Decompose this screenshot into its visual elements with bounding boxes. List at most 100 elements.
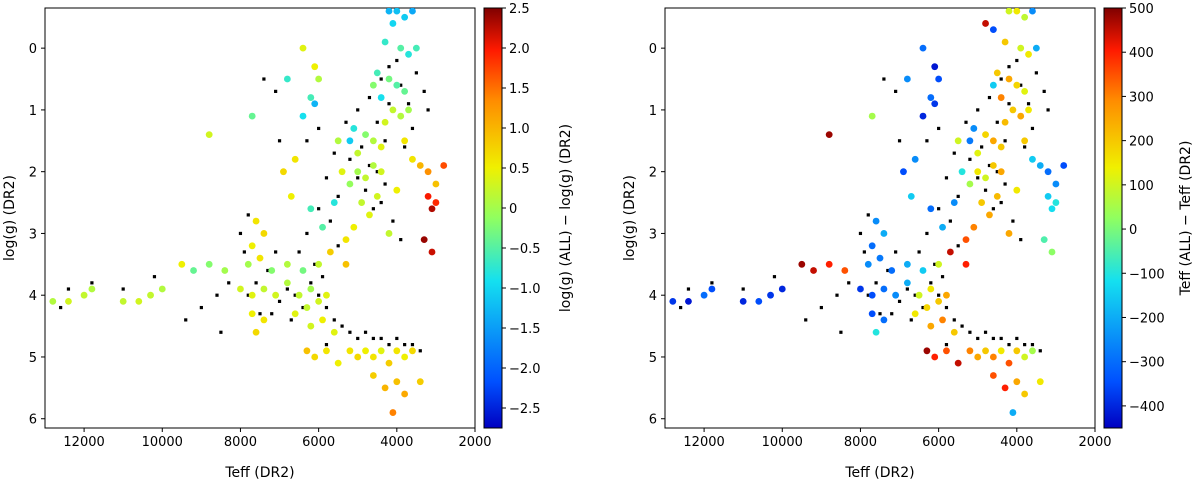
reference-point xyxy=(215,293,219,297)
data-point xyxy=(970,125,978,132)
x-tick-label: 4000 xyxy=(1000,435,1033,450)
y-tick-label: 6 xyxy=(649,413,657,428)
data-point xyxy=(401,13,409,21)
reference-point xyxy=(886,268,890,273)
data-point xyxy=(939,316,946,324)
data-point xyxy=(409,155,416,163)
data-point xyxy=(798,260,806,268)
reference-point xyxy=(686,287,691,291)
reference-point xyxy=(987,95,992,100)
data-point xyxy=(362,347,369,355)
data-point xyxy=(946,248,954,256)
reference-point xyxy=(227,281,231,285)
left-colorbar xyxy=(483,7,503,429)
reference-point xyxy=(933,262,937,266)
y-tick-label: 6 xyxy=(29,413,37,428)
data-point xyxy=(366,211,373,219)
data-point xyxy=(248,112,256,120)
reference-point xyxy=(277,299,282,303)
reference-point xyxy=(317,207,321,211)
reference-point xyxy=(274,250,278,254)
data-point xyxy=(362,131,369,139)
reference-point xyxy=(348,157,352,161)
colorbar-tick-label: 0 xyxy=(1129,223,1137,238)
colorbar-tick-label: 500 xyxy=(1129,2,1154,17)
data-point xyxy=(997,143,1005,151)
data-point xyxy=(935,75,943,83)
data-point xyxy=(397,112,405,120)
data-point xyxy=(299,267,307,274)
reference-point xyxy=(866,293,870,297)
reference-point xyxy=(399,83,403,87)
reference-point xyxy=(348,330,352,334)
reference-point xyxy=(968,330,972,334)
reference-point xyxy=(999,336,1003,341)
reference-point xyxy=(340,324,344,328)
data-point xyxy=(880,316,888,324)
data-point xyxy=(903,279,911,287)
data-point xyxy=(299,112,307,120)
right-colorbar-label: Teff (ALL) − Teff (DR2) xyxy=(1178,141,1194,297)
data-point xyxy=(326,248,334,256)
right-plot-area xyxy=(664,7,1096,429)
data-point xyxy=(700,291,708,299)
reference-point xyxy=(199,305,203,310)
data-point xyxy=(970,223,978,231)
data-point xyxy=(283,75,291,83)
data-point xyxy=(420,236,428,244)
data-point xyxy=(1021,390,1029,398)
x-tick-label: 4000 xyxy=(380,435,413,450)
data-point xyxy=(841,267,849,274)
reference-point xyxy=(976,108,980,112)
colorbar-tick-label: 2.0 xyxy=(509,42,530,57)
data-point xyxy=(1021,353,1029,361)
data-point xyxy=(825,131,833,139)
data-point xyxy=(915,291,923,299)
reference-point xyxy=(956,194,960,198)
data-point xyxy=(993,69,1001,77)
reference-point xyxy=(383,182,387,186)
data-point xyxy=(989,26,997,34)
data-point xyxy=(307,205,315,213)
data-point xyxy=(237,285,244,293)
reference-point xyxy=(1030,126,1035,131)
reference-point xyxy=(894,89,898,93)
data-point xyxy=(440,162,448,169)
data-point xyxy=(900,168,907,176)
data-point xyxy=(80,291,88,299)
data-point xyxy=(307,285,315,293)
left-chart: 12000 10000 8000 6000 4000 2000 0 1 2 3 4 5 6 Teff … xyxy=(2,2,574,481)
data-point xyxy=(346,180,354,188)
data-point xyxy=(428,205,436,213)
data-point xyxy=(401,390,409,398)
colorbar-tick-label: 300 xyxy=(1129,90,1154,105)
reference-point xyxy=(944,305,949,310)
data-point xyxy=(966,180,974,188)
reference-point xyxy=(874,281,878,285)
data-point xyxy=(943,291,950,299)
data-point xyxy=(389,409,397,416)
data-point xyxy=(342,260,350,268)
reference-point xyxy=(1023,145,1027,149)
x-tick-label: 6000 xyxy=(302,435,335,450)
x-tick-label: 12000 xyxy=(63,435,104,450)
reference-point xyxy=(395,58,399,63)
data-point xyxy=(311,63,319,71)
reference-point xyxy=(301,305,305,310)
data-point xyxy=(1029,8,1036,15)
reference-point xyxy=(410,126,415,131)
reference-point xyxy=(917,250,921,254)
reference-point xyxy=(309,281,313,285)
data-point xyxy=(248,310,256,318)
reference-point xyxy=(1042,89,1046,93)
y-tick-label: 3 xyxy=(29,227,37,242)
data-point xyxy=(393,378,401,386)
reference-point xyxy=(406,102,411,106)
data-point xyxy=(389,20,397,27)
data-point xyxy=(256,254,264,262)
reference-point xyxy=(952,151,956,155)
data-point xyxy=(248,291,256,299)
left-y-axis-label: log(g) (DR2) xyxy=(2,175,18,261)
x-tick-label: 8000 xyxy=(224,435,257,450)
